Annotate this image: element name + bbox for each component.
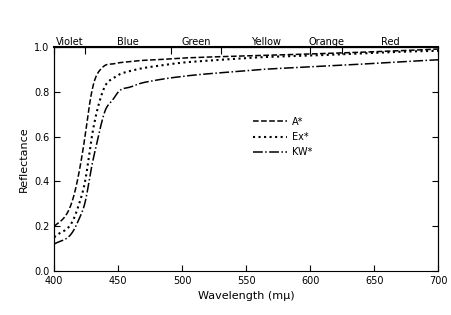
Text: Red: Red	[380, 37, 399, 47]
Text: Yellow: Yellow	[250, 37, 280, 47]
Y-axis label: Reflectance: Reflectance	[18, 126, 28, 192]
X-axis label: Wavelength (mμ): Wavelength (mμ)	[198, 291, 294, 301]
Text: Violet: Violet	[55, 37, 83, 47]
Text: Blue: Blue	[117, 37, 138, 47]
Text: Green: Green	[180, 37, 210, 47]
Text: Orange: Orange	[308, 37, 344, 47]
Legend: A*, Ex*, KW*: A*, Ex*, KW*	[251, 115, 313, 159]
